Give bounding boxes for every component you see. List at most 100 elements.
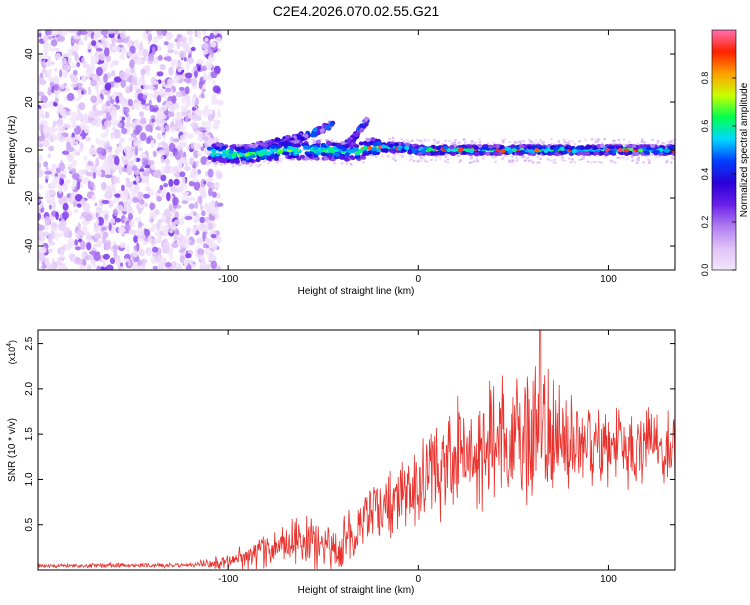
noise-cell (196, 30, 200, 38)
signal-cell (228, 150, 234, 155)
noise-cell (75, 140, 79, 147)
halo-cell (663, 142, 666, 145)
signal-cell (262, 154, 268, 159)
noise-cell (210, 41, 217, 48)
noise-cell (170, 58, 178, 66)
noise-cell (51, 163, 57, 169)
halo-cell (589, 154, 592, 157)
noise-cell (102, 253, 110, 260)
noise-cell (166, 192, 171, 202)
halo-cell (456, 142, 460, 145)
noise-cell (56, 190, 64, 199)
spectrogram-y-tick-label: -40 (24, 238, 35, 253)
noise-cell (121, 108, 125, 116)
noise-cell (38, 77, 45, 85)
halo-cell (239, 163, 243, 166)
noise-cell (100, 37, 108, 43)
noise-cell (98, 53, 105, 61)
noise-cell (179, 134, 186, 142)
signal-cell (215, 157, 222, 162)
noise-cell (163, 95, 168, 101)
noise-cell (45, 166, 49, 171)
halo-cell (509, 153, 513, 156)
halo-cell (221, 156, 225, 159)
signal-cell (549, 145, 556, 150)
halo-cell (568, 157, 571, 160)
noise-cell (39, 253, 46, 262)
noise-cell (120, 214, 126, 224)
noise-cell (138, 248, 145, 257)
noise-cell (196, 245, 200, 250)
signal-cell (559, 146, 565, 151)
noise-cell (210, 260, 218, 270)
noise-cell (184, 166, 191, 171)
noise-cell (204, 120, 212, 129)
signal-cell (411, 149, 417, 154)
snr-y-label: SNR (10 * v/v) (7, 418, 18, 482)
noise-cell (54, 231, 59, 241)
signal-cell (326, 154, 332, 159)
colorbar-tick-label: 0.4 (700, 168, 710, 181)
noise-cell (89, 73, 98, 79)
signal-cell (206, 146, 213, 151)
noise-cell (191, 114, 200, 122)
halo-cell (457, 141, 461, 144)
noise-cell (83, 223, 87, 228)
noise-cell (48, 145, 55, 152)
noise-cell (172, 138, 180, 143)
noise-cell (204, 170, 209, 177)
noise-cell (109, 257, 116, 265)
signal-cell (507, 149, 513, 154)
noise-cell (112, 244, 120, 250)
branch-cell (359, 127, 365, 133)
noise-cell (114, 193, 121, 198)
signal-cell (667, 145, 673, 150)
halo-cell (426, 160, 429, 163)
noise-cell (42, 139, 50, 148)
noise-cell (135, 124, 143, 133)
noise-cell (210, 234, 217, 239)
noise-cell (115, 95, 120, 104)
signal-cell (451, 148, 457, 153)
noise-cell (67, 110, 72, 116)
signal-cell (256, 146, 262, 151)
noise-cell (62, 202, 69, 211)
halo-cell (656, 140, 660, 142)
signal-cell (278, 149, 284, 154)
noise-cell (96, 209, 103, 214)
noise-cell (52, 176, 60, 184)
noise-cell (194, 201, 199, 209)
halo-cell (617, 138, 620, 141)
noise-cell (178, 238, 186, 248)
noise-cell (212, 137, 220, 142)
branch-cell (310, 133, 316, 138)
noise-cell (201, 43, 209, 50)
noise-cell (86, 242, 92, 251)
halo-cell (581, 154, 585, 157)
signal-cell (284, 151, 290, 156)
noise-cell (60, 126, 66, 132)
halo-cell (589, 161, 592, 164)
snr-y-tick-label: 2.5 (24, 336, 35, 350)
halo-cell (595, 138, 598, 141)
noise-cell (38, 32, 42, 38)
noise-cell (182, 156, 188, 165)
noise-cell (111, 118, 118, 127)
halo-cell (423, 138, 427, 141)
signal-cell (234, 159, 240, 164)
noise-cell (159, 184, 164, 191)
halo-cell (444, 160, 447, 163)
branch-cell (284, 135, 290, 140)
halo-cell (534, 143, 538, 146)
noise-cell (184, 86, 190, 95)
noise-cell (83, 251, 88, 256)
noise-cell (107, 30, 115, 34)
noise-cell (106, 155, 113, 162)
noise-cell (59, 262, 66, 270)
signal-cell (294, 139, 300, 144)
noise-cell (90, 40, 97, 47)
halo-cell (609, 160, 613, 163)
noise-cell (134, 245, 138, 251)
halo-cell (451, 141, 454, 144)
halo-cell (439, 154, 442, 157)
